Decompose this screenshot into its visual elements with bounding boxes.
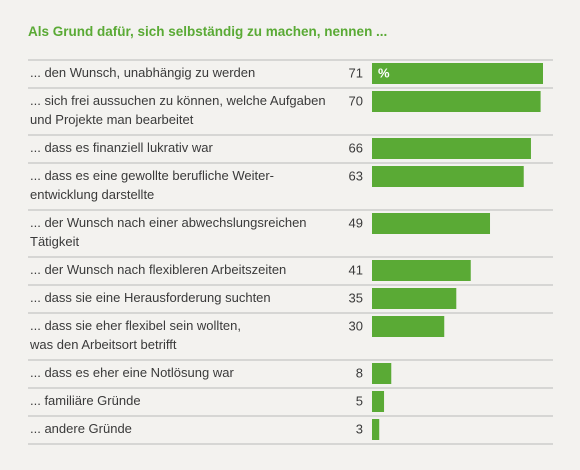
bar: [372, 316, 445, 337]
bar: [372, 419, 380, 440]
bar: [372, 213, 491, 234]
bar: [372, 138, 531, 159]
value-label: 3: [356, 421, 363, 436]
category-label: ... dass es finanziell lukrativ war: [30, 140, 213, 155]
bar: [372, 91, 541, 112]
value-label: 8: [356, 365, 363, 380]
bar: [372, 260, 471, 281]
bar: [372, 166, 524, 187]
value-label: 63: [349, 168, 363, 183]
category-label: ... dass sie eher flexibel sein wollten,…: [29, 318, 241, 352]
category-label: ... der Wunsch nach einer abwechslungsre…: [30, 215, 307, 249]
category-label: ... dass es eine gewollte berufliche Wei…: [30, 168, 274, 202]
category-label: ... familiäre Gründe: [30, 393, 141, 408]
category-label: ... den Wunsch, unabhängig zu werden: [30, 65, 255, 80]
bar: [372, 391, 385, 412]
bar: [372, 288, 457, 309]
category-label: ... dass sie eine Herausforderung suchte…: [30, 290, 271, 305]
bar: [372, 63, 543, 84]
value-label: 49: [349, 215, 363, 230]
chart-title: Als Grund dafür, sich selbständig zu mac…: [28, 24, 387, 39]
value-label: 70: [349, 93, 363, 108]
value-label: 30: [349, 318, 363, 333]
category-label: ... sich frei aussuchen zu können, welch…: [30, 93, 326, 127]
category-label: ... andere Gründe: [30, 421, 132, 436]
category-label: ... dass es eher eine Notlösung war: [30, 365, 234, 380]
unit-label: %: [378, 65, 390, 80]
value-label: 41: [349, 262, 363, 277]
bar: [372, 363, 392, 384]
value-label: 71: [349, 65, 363, 80]
category-label: ... der Wunsch nach flexibleren Arbeitsz…: [30, 262, 286, 277]
value-label: 35: [349, 290, 363, 305]
value-label: 66: [349, 140, 363, 155]
value-label: 5: [356, 393, 363, 408]
